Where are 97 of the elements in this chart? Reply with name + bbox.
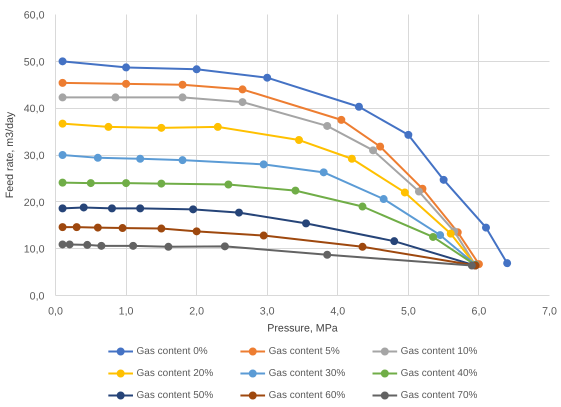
point bbox=[122, 80, 130, 88]
point bbox=[58, 151, 67, 159]
point bbox=[260, 160, 268, 168]
point bbox=[302, 219, 310, 228]
point bbox=[404, 130, 412, 139]
point bbox=[192, 227, 201, 236]
point bbox=[86, 179, 95, 188]
point bbox=[178, 156, 187, 164]
point bbox=[414, 188, 423, 196]
point bbox=[348, 154, 356, 163]
y-tick-label: 0,0 bbox=[30, 290, 45, 302]
y-axis-title: Feed rate, m3/day bbox=[4, 111, 16, 198]
point bbox=[376, 142, 384, 151]
point bbox=[157, 180, 166, 188]
x-tick-label: 4,0 bbox=[330, 306, 346, 318]
point bbox=[468, 262, 476, 270]
point bbox=[380, 195, 388, 204]
point bbox=[122, 63, 130, 72]
legend-label: Gas content 60% bbox=[268, 390, 346, 401]
y-tick-label: 60,0 bbox=[24, 10, 45, 22]
point bbox=[122, 179, 130, 188]
point bbox=[503, 259, 512, 268]
x-axis-title: Pressure, MPa bbox=[267, 322, 338, 334]
point bbox=[94, 224, 102, 232]
point bbox=[436, 231, 444, 240]
legend-label: Gas content 5% bbox=[268, 346, 340, 357]
point bbox=[118, 224, 127, 232]
y-tick-label: 40,0 bbox=[24, 103, 45, 116]
legend-label: Gas content 50% bbox=[136, 390, 214, 401]
point bbox=[72, 223, 81, 232]
point bbox=[482, 224, 490, 232]
x-tick-label: 3,0 bbox=[260, 306, 275, 318]
point bbox=[58, 240, 67, 248]
point bbox=[440, 176, 448, 184]
point bbox=[58, 93, 67, 102]
point bbox=[58, 120, 67, 128]
point bbox=[220, 242, 229, 250]
point bbox=[129, 242, 138, 250]
point bbox=[291, 186, 300, 195]
y-tick-label: 50,0 bbox=[24, 56, 45, 68]
y-tick-label: 20,0 bbox=[24, 196, 45, 209]
point bbox=[238, 98, 247, 106]
legend-label: Gas content 30% bbox=[268, 368, 346, 379]
point bbox=[58, 78, 67, 87]
point bbox=[157, 124, 166, 132]
point bbox=[390, 237, 398, 246]
point bbox=[320, 168, 328, 176]
y-tick-label: 30,0 bbox=[24, 150, 45, 162]
point bbox=[157, 224, 166, 233]
point bbox=[323, 250, 332, 259]
point bbox=[66, 240, 74, 248]
point bbox=[97, 242, 106, 250]
point bbox=[178, 93, 187, 102]
point bbox=[358, 202, 366, 211]
legend-label: Gas content 10% bbox=[400, 346, 478, 357]
point bbox=[58, 178, 67, 187]
point bbox=[260, 232, 268, 240]
point bbox=[80, 203, 88, 212]
point bbox=[337, 116, 346, 124]
point bbox=[224, 180, 232, 188]
x-tick-label: 1,0 bbox=[118, 306, 134, 318]
legend-label: Gas content 0% bbox=[136, 346, 208, 357]
x-tick-label: 0,0 bbox=[48, 306, 63, 318]
point bbox=[83, 240, 92, 249]
point bbox=[263, 74, 272, 82]
legend-label: Gas content 20% bbox=[136, 368, 214, 379]
point bbox=[354, 102, 363, 111]
point bbox=[192, 65, 201, 74]
point bbox=[178, 80, 187, 89]
x-tick-label: 7,0 bbox=[542, 306, 557, 318]
point bbox=[238, 85, 247, 94]
point bbox=[214, 122, 222, 131]
point bbox=[164, 242, 172, 251]
point bbox=[136, 154, 144, 163]
point bbox=[446, 230, 455, 238]
point bbox=[58, 223, 67, 232]
point bbox=[58, 204, 67, 212]
point bbox=[94, 154, 102, 162]
point bbox=[369, 146, 378, 154]
y-tick-label: 10,0 bbox=[24, 244, 45, 256]
point bbox=[189, 205, 198, 214]
point bbox=[234, 208, 243, 217]
point bbox=[108, 204, 116, 212]
point bbox=[323, 122, 332, 130]
point bbox=[429, 232, 438, 241]
point bbox=[136, 204, 144, 212]
x-tick-label: 5,0 bbox=[400, 306, 416, 318]
x-tick-label: 6,0 bbox=[472, 306, 486, 318]
x-tick-label: 2,0 bbox=[189, 306, 204, 318]
point bbox=[400, 188, 409, 196]
legend-label: Gas content 70% bbox=[400, 390, 478, 401]
point bbox=[111, 93, 120, 102]
point bbox=[294, 136, 303, 144]
point bbox=[58, 57, 67, 66]
legend-label: Gas content 40% bbox=[400, 368, 478, 379]
point bbox=[104, 122, 112, 131]
point bbox=[358, 242, 366, 251]
